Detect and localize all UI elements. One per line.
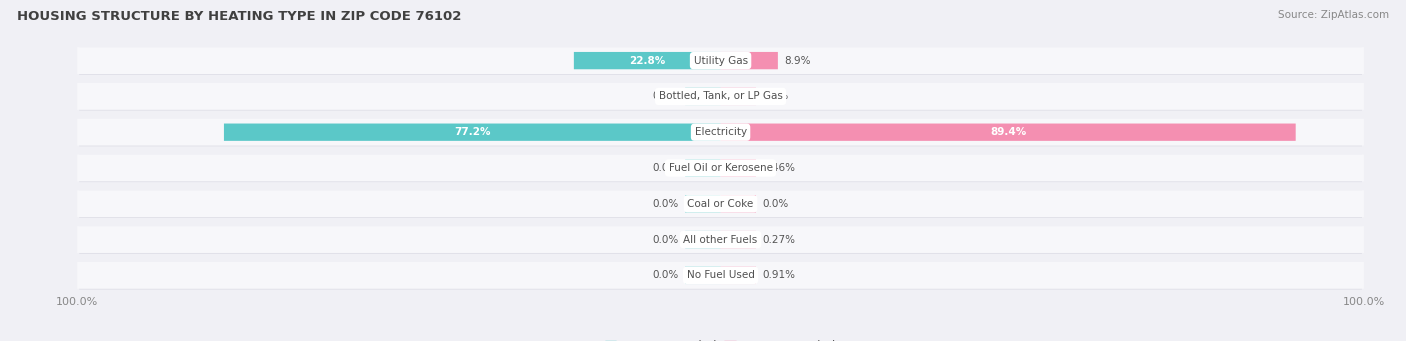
Text: No Fuel Used: No Fuel Used: [686, 270, 755, 280]
FancyBboxPatch shape: [720, 123, 1296, 141]
Text: Source: ZipAtlas.com: Source: ZipAtlas.com: [1278, 10, 1389, 20]
FancyBboxPatch shape: [79, 83, 1362, 110]
Text: Utility Gas: Utility Gas: [693, 56, 748, 65]
Text: 0.0%: 0.0%: [762, 199, 789, 209]
Text: 0.46%: 0.46%: [762, 163, 796, 173]
FancyBboxPatch shape: [685, 159, 721, 177]
FancyBboxPatch shape: [79, 191, 1362, 218]
FancyBboxPatch shape: [685, 88, 721, 105]
FancyBboxPatch shape: [720, 195, 756, 212]
Text: 89.4%: 89.4%: [990, 127, 1026, 137]
Text: 0.0%: 0.0%: [652, 199, 679, 209]
FancyBboxPatch shape: [77, 83, 1364, 110]
FancyBboxPatch shape: [77, 262, 1364, 289]
Text: Fuel Oil or Kerosene: Fuel Oil or Kerosene: [669, 163, 772, 173]
FancyBboxPatch shape: [720, 159, 756, 177]
FancyBboxPatch shape: [720, 231, 756, 248]
FancyBboxPatch shape: [77, 47, 1364, 74]
FancyBboxPatch shape: [77, 119, 1364, 146]
Text: 22.8%: 22.8%: [628, 56, 665, 65]
Text: Bottled, Tank, or LP Gas: Bottled, Tank, or LP Gas: [658, 91, 783, 101]
Legend: Owner-occupied, Renter-occupied: Owner-occupied, Renter-occupied: [600, 336, 841, 341]
FancyBboxPatch shape: [685, 267, 721, 284]
FancyBboxPatch shape: [720, 52, 778, 69]
Text: Coal or Coke: Coal or Coke: [688, 199, 754, 209]
Text: 77.2%: 77.2%: [454, 127, 491, 137]
Text: 0.0%: 0.0%: [652, 235, 679, 244]
Text: All other Fuels: All other Fuels: [683, 235, 758, 244]
Text: Electricity: Electricity: [695, 127, 747, 137]
FancyBboxPatch shape: [77, 154, 1364, 181]
Text: 0.91%: 0.91%: [762, 270, 796, 280]
FancyBboxPatch shape: [79, 262, 1362, 290]
FancyBboxPatch shape: [224, 123, 721, 141]
Text: HOUSING STRUCTURE BY HEATING TYPE IN ZIP CODE 76102: HOUSING STRUCTURE BY HEATING TYPE IN ZIP…: [17, 10, 461, 23]
FancyBboxPatch shape: [574, 52, 721, 69]
FancyBboxPatch shape: [77, 190, 1364, 217]
Text: 0.0%: 0.0%: [652, 91, 679, 101]
Text: 0.0%: 0.0%: [652, 163, 679, 173]
FancyBboxPatch shape: [79, 119, 1362, 146]
FancyBboxPatch shape: [720, 88, 756, 105]
Text: 0.0%: 0.0%: [652, 270, 679, 280]
FancyBboxPatch shape: [79, 47, 1362, 75]
FancyBboxPatch shape: [685, 195, 721, 212]
FancyBboxPatch shape: [77, 226, 1364, 253]
Text: 0.27%: 0.27%: [762, 235, 796, 244]
Text: 0.0%: 0.0%: [762, 91, 789, 101]
FancyBboxPatch shape: [79, 155, 1362, 182]
Text: 8.9%: 8.9%: [785, 56, 811, 65]
FancyBboxPatch shape: [685, 231, 721, 248]
FancyBboxPatch shape: [79, 226, 1362, 254]
FancyBboxPatch shape: [720, 267, 756, 284]
